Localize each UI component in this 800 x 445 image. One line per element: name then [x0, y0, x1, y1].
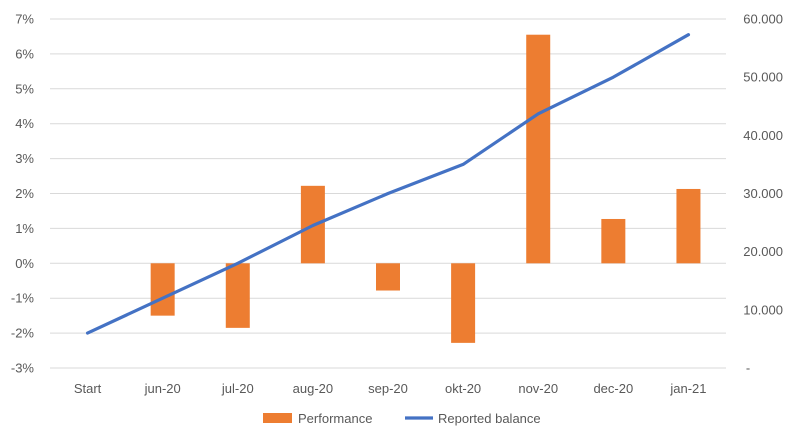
- category-tick-label: okt-20: [445, 381, 481, 396]
- performance-bar: [601, 218, 626, 264]
- category-tick-label: jan-21: [669, 381, 706, 396]
- category-tick-label: jul-20: [221, 381, 254, 396]
- left-tick-label: 2%: [15, 186, 34, 201]
- category-tick-label: Start: [74, 381, 102, 396]
- left-tick-label: -1%: [11, 291, 35, 306]
- left-tick-label: 4%: [15, 116, 34, 131]
- right-tick-label: 40.000: [743, 128, 783, 143]
- performance-bars: [150, 34, 701, 343]
- left-tick-label: -3%: [11, 361, 35, 376]
- category-axis-ticks: Start jun-20 jul-20 aug-20 sep-20 okt-20 nov-2…: [74, 381, 707, 396]
- left-tick-label: 6%: [15, 46, 34, 61]
- left-tick-label: 3%: [15, 151, 34, 166]
- reported-balance-line-group: [85, 33, 691, 335]
- performance-bar: [376, 263, 400, 291]
- left-tick-label: -2%: [11, 326, 35, 341]
- legend-label-reported-balance: Reported balance: [438, 411, 541, 426]
- left-axis-ticks: -3% -2% -1% 0% 1% 2% 3% 4% 5% 6% 7%: [11, 12, 35, 376]
- left-tick-label: 1%: [15, 221, 34, 236]
- right-axis-ticks: - 10.000 20.000 30.000 40.000 50.000 60.000: [743, 12, 783, 376]
- category-tick-label: sep-20: [368, 381, 408, 396]
- performance-bar: [451, 263, 476, 343]
- category-tick-label: aug-20: [293, 381, 333, 396]
- left-tick-label: 0%: [15, 256, 34, 271]
- right-tick-label: -: [746, 361, 750, 376]
- right-tick-label: 60.000: [743, 12, 783, 27]
- legend-label-performance: Performance: [298, 411, 372, 426]
- legend: Performance Reported balance: [263, 411, 541, 426]
- category-tick-label: dec-20: [593, 381, 633, 396]
- left-tick-label: 7%: [15, 12, 34, 27]
- right-tick-label: 20.000: [743, 244, 783, 259]
- right-tick-label: 10.000: [743, 302, 783, 317]
- category-tick-label: jun-20: [144, 381, 181, 396]
- right-tick-label: 30.000: [743, 186, 783, 201]
- right-tick-label: 50.000: [743, 70, 783, 85]
- reported-balance-line: [85, 33, 691, 335]
- legend-swatch-performance: [263, 413, 292, 423]
- performance-bar: [676, 188, 701, 264]
- performance-bar: [150, 263, 175, 316]
- category-tick-label: nov-20: [518, 381, 558, 396]
- performance-bar: [526, 34, 551, 264]
- performance-bar: [225, 263, 250, 328]
- left-tick-label: 5%: [15, 81, 34, 96]
